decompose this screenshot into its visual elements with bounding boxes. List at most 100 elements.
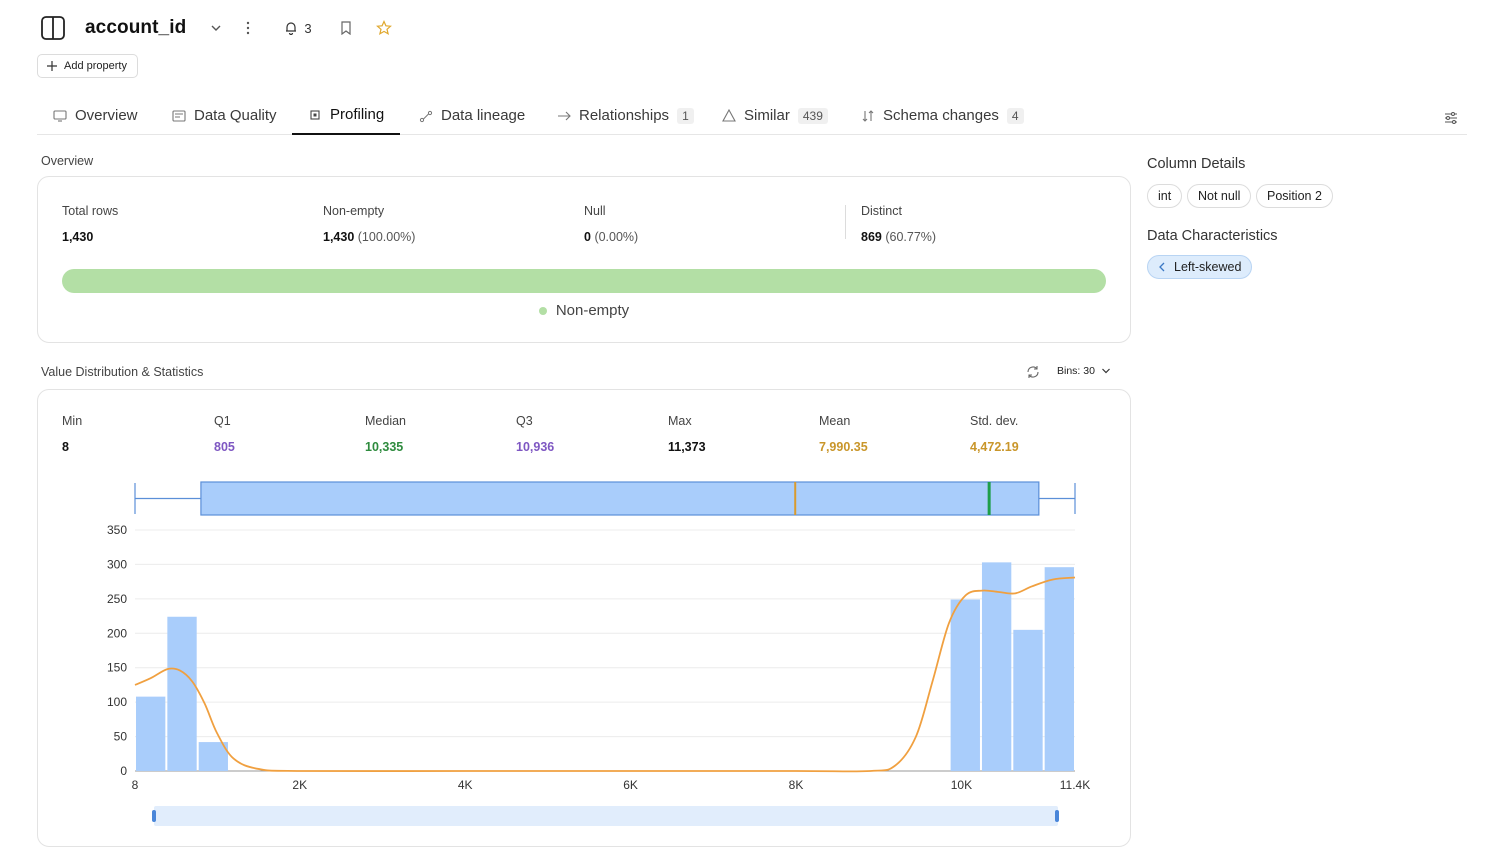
tab-label: Overview (75, 107, 138, 124)
stat-percent: (100.00%) (357, 230, 416, 244)
lineage-icon (419, 109, 433, 123)
kebab-icon (247, 21, 250, 35)
stat-label: Q3 (516, 414, 533, 428)
chevron-down-icon (1102, 368, 1110, 374)
notifications-button[interactable]: 3 (284, 20, 312, 36)
stat-label: Max (668, 414, 692, 428)
overview-card: Total rows 1,430 Non-empty 1,430 (100.00… (37, 176, 1131, 343)
overview-section-label: Overview (41, 154, 94, 168)
bins-dropdown[interactable]: Bins: 30 (1057, 365, 1111, 377)
bell-icon (286, 22, 297, 35)
dist-stat-std-dev: Std. dev. 4,472.19 (970, 414, 1019, 454)
x-tick-label: 8K (789, 778, 804, 792)
y-tick-label: 100 (107, 695, 127, 709)
tab-label: Similar (744, 107, 790, 124)
x-tick-label: 6K (623, 778, 638, 792)
stat-label: Distinct (861, 204, 902, 218)
x-tick-label: 4K (458, 778, 473, 792)
x-tick-label: 11.4K (1060, 778, 1090, 792)
tab-similar[interactable]: Similar 439 (706, 96, 844, 135)
tab-label: Data Quality (194, 107, 277, 124)
histogram-bar (950, 599, 980, 771)
stat-divider (845, 205, 846, 239)
non-empty-bar (62, 269, 1106, 293)
bookmark-icon (340, 21, 351, 35)
stat-value: 869 (60.77%) (861, 230, 936, 244)
relationships-icon (557, 109, 571, 123)
stat-non-empty: Non-empty 1,430 (100.00%) (323, 204, 415, 244)
tab-label: Profiling (330, 106, 385, 123)
stat-label: Null (584, 204, 606, 218)
stat-value: 1,430 (100.00%) (323, 230, 415, 244)
histogram-bar (981, 562, 1012, 771)
chevron-left-icon (1159, 262, 1165, 272)
dist-stat-q3: Q3 10,936 (516, 414, 554, 454)
histogram-bar (167, 616, 197, 771)
sliders-icon (1445, 112, 1457, 124)
panel-icon (41, 16, 65, 40)
histogram-bar (136, 696, 166, 771)
skew-label: Left-skewed (1174, 260, 1242, 274)
tab-label: Data lineage (441, 107, 526, 124)
histogram-bar (1044, 567, 1074, 771)
stat-value: 10,936 (516, 440, 555, 454)
tab-label: Schema changes (883, 107, 999, 124)
legend-dot (538, 306, 547, 315)
monitor-icon (53, 109, 67, 123)
plus-icon (47, 61, 57, 71)
refresh-button[interactable] (1025, 364, 1041, 380)
stat-label: Std. dev. (970, 414, 1019, 428)
schema-icon (861, 109, 875, 123)
more-options-button[interactable] (240, 14, 256, 42)
chevron-down-icon (211, 25, 221, 31)
favorite-button[interactable] (374, 14, 394, 42)
legend-label: Non-empty (555, 302, 630, 319)
page-title: account_id (85, 17, 187, 38)
zoom-handle-left[interactable] (152, 810, 156, 822)
zoom-handle-right[interactable] (1055, 810, 1059, 822)
title-dropdown-button[interactable] (206, 14, 226, 42)
sidebar-toggle-button[interactable] (37, 12, 69, 44)
dist-stat-q1: Q1 805 (214, 414, 235, 454)
stat-number: 869 (861, 230, 882, 244)
y-tick-label: 150 (107, 661, 127, 675)
stat-value: 1,430 (62, 230, 118, 244)
profiling-icon (308, 108, 322, 122)
skew-chip[interactable]: Left-skewed (1147, 255, 1253, 279)
view-settings-button[interactable] (1443, 110, 1459, 126)
x-tick-label: 8 (132, 778, 139, 792)
tab-profiling[interactable]: Profiling (292, 96, 401, 135)
x-tick-label: 10K (951, 778, 972, 792)
y-tick-label: 250 (107, 592, 127, 606)
stat-null: Null 0 (0.00%) (584, 204, 638, 244)
header: account_id 3 (37, 12, 394, 44)
bookmark-button[interactable] (336, 14, 356, 42)
stat-value: 11,373 (668, 440, 706, 454)
stat-percent: (0.00%) (594, 230, 639, 244)
zoom-range-slider[interactable] (154, 806, 1058, 826)
tab-schema-changes[interactable]: Schema changes 4 (845, 96, 1040, 135)
stat-total-rows: Total rows 1,430 (62, 204, 118, 244)
tab-data-quality[interactable]: Data Quality (156, 96, 293, 135)
histogram-bar (1013, 629, 1043, 771)
star-icon (375, 20, 392, 36)
tab-label: Relationships (579, 107, 670, 124)
stat-label: Q1 (214, 414, 231, 428)
stat-value: 8 (62, 440, 69, 454)
stat-label: Mean (819, 414, 851, 428)
y-tick-label: 350 (107, 523, 127, 537)
refresh-icon (1027, 366, 1039, 378)
column-details-title: Column Details (1147, 156, 1246, 172)
tab-badge: 4 (1006, 107, 1024, 124)
tab-overview[interactable]: Overview (37, 96, 154, 135)
notifications-count: 3 (304, 20, 312, 36)
bins-label: Bins: 30 (1057, 365, 1095, 377)
stat-number: 1,430 (323, 230, 355, 244)
tab-relationships[interactable]: Relationships 1 (541, 96, 710, 135)
type-chip: int (1147, 184, 1183, 208)
boxplot-box (200, 481, 1040, 516)
add-property-button[interactable]: Add property (37, 54, 138, 78)
stat-label: Total rows (62, 204, 119, 218)
tab-data-lineage[interactable]: Data lineage (403, 96, 541, 135)
nullability-chip: Not null (1187, 184, 1252, 208)
